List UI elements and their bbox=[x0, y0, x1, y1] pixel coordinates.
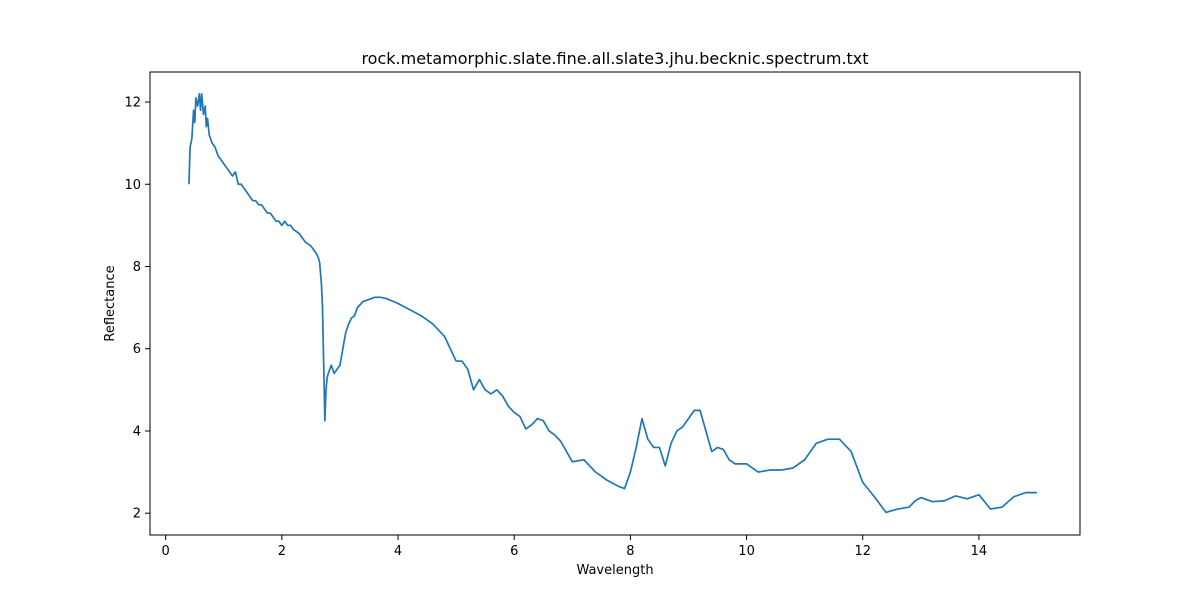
y-tick-label: 2 bbox=[133, 507, 141, 522]
y-tick-label: 10 bbox=[124, 178, 141, 193]
y-tick-label: 6 bbox=[133, 342, 141, 357]
x-axis-label: Wavelength bbox=[576, 563, 653, 578]
y-tick-label: 4 bbox=[133, 424, 141, 439]
y-axis-label: Reflectance bbox=[103, 265, 118, 341]
reflectance-series-line bbox=[188, 92, 1038, 514]
axes-frame bbox=[149, 71, 1081, 536]
chart-title: rock.metamorphic.slate.fine.all.slate3.j… bbox=[361, 49, 868, 68]
x-tick-label: 2 bbox=[278, 544, 286, 559]
x-tick-label: 6 bbox=[510, 544, 518, 559]
x-axis-ticks: 0 2 4 6 8 10 12 14 bbox=[162, 535, 988, 559]
y-tick-label: 8 bbox=[133, 260, 141, 275]
x-tick-label: 8 bbox=[626, 544, 634, 559]
plot-area bbox=[149, 71, 1081, 536]
x-tick-label: 14 bbox=[971, 544, 988, 559]
x-tick-label: 4 bbox=[394, 544, 402, 559]
x-tick-label: 12 bbox=[854, 544, 871, 559]
y-axis-ticks: 2 4 6 8 10 12 bbox=[124, 96, 150, 522]
x-tick-label: 10 bbox=[738, 544, 755, 559]
y-tick-label: 12 bbox=[124, 96, 141, 111]
x-tick-label: 0 bbox=[162, 544, 170, 559]
